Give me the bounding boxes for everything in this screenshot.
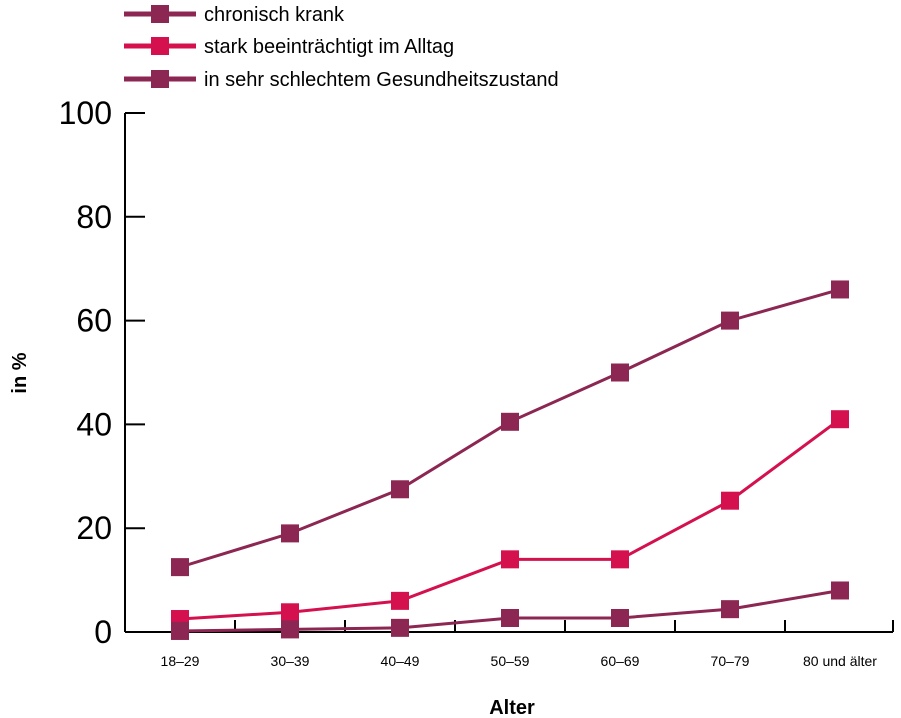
legend-label: in sehr schlechtem Gesundheitszustand xyxy=(204,69,559,91)
x-tick-label: 50–59 xyxy=(491,653,530,669)
x-tick-label: 40–49 xyxy=(381,653,420,669)
data-point xyxy=(501,608,519,627)
data-point xyxy=(831,280,849,299)
y-axis-title: in % xyxy=(9,352,31,393)
data-point xyxy=(611,608,629,627)
series-1 xyxy=(171,280,849,577)
y-tick-label: 0 xyxy=(94,614,112,650)
data-point xyxy=(611,363,629,382)
data-point xyxy=(391,480,409,499)
data-point xyxy=(391,618,409,637)
data-point xyxy=(501,550,519,569)
x-axis-title: Alter xyxy=(489,697,535,718)
legend-label: stark beeinträchtigt im Alltag xyxy=(204,36,454,58)
x-tick-label: 80 und älter xyxy=(803,653,877,669)
x-ticks: 18–29 30–39 40–49 50–59 60–69 70–79 80 und ält… xyxy=(161,620,894,669)
data-point xyxy=(721,311,739,330)
legend: chronisch krank stark beeinträchtigt im A… xyxy=(124,4,559,91)
data-point xyxy=(281,524,299,543)
y-tick-label: 40 xyxy=(76,406,112,442)
y-tick-label: 100 xyxy=(59,95,112,131)
x-tick-label: 70–79 xyxy=(711,653,750,669)
legend-item: chronisch krank xyxy=(124,4,345,26)
y-ticks: 0 20 40 60 80 100 xyxy=(59,95,145,650)
legend-swatch-marker xyxy=(151,70,169,88)
data-point xyxy=(611,550,629,569)
legend-swatch-marker xyxy=(151,5,169,23)
series-2 xyxy=(171,410,849,629)
data-point xyxy=(171,558,189,577)
x-tick-label: 18–29 xyxy=(161,653,200,669)
data-point xyxy=(391,591,409,610)
data-point xyxy=(721,600,739,619)
series-group xyxy=(171,280,849,640)
data-point xyxy=(831,581,849,600)
legend-item: stark beeinträchtigt im Alltag xyxy=(124,36,454,58)
x-tick-label: 60–69 xyxy=(601,653,640,669)
data-point xyxy=(721,491,739,510)
y-tick-label: 60 xyxy=(76,303,112,339)
y-tick-label: 20 xyxy=(76,510,112,546)
legend-item: in sehr schlechtem Gesundheitszustand xyxy=(124,69,559,91)
series-line xyxy=(179,418,841,621)
data-point xyxy=(281,620,299,639)
data-point xyxy=(281,603,299,622)
legend-label: chronisch krank xyxy=(204,4,345,26)
legend-swatch-marker xyxy=(151,37,169,55)
y-tick-label: 80 xyxy=(76,199,112,235)
data-point xyxy=(171,621,189,640)
axes xyxy=(124,113,893,633)
data-point xyxy=(831,410,849,429)
series-3 xyxy=(171,581,849,640)
x-tick-label: 30–39 xyxy=(271,653,310,669)
data-point xyxy=(501,412,519,431)
